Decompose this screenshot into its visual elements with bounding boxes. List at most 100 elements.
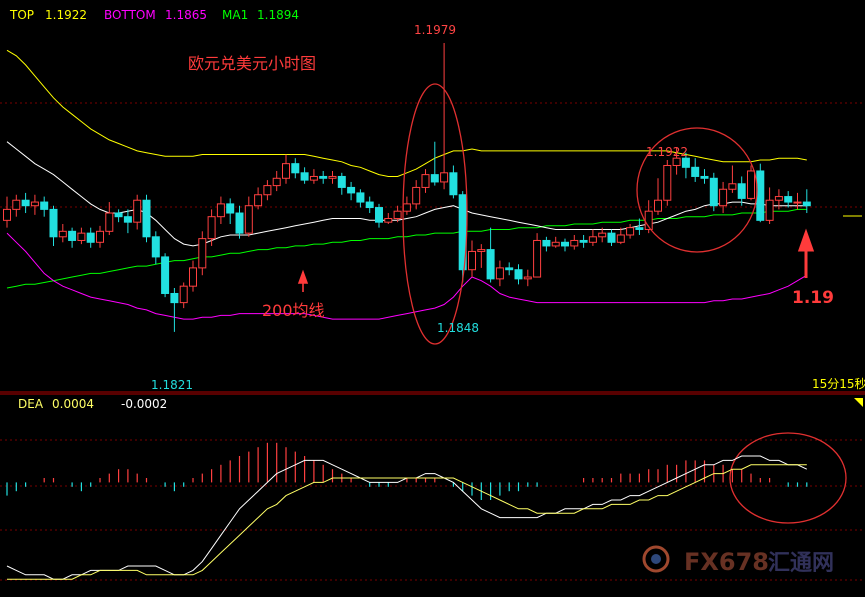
- candle: [440, 42, 449, 190]
- candle-body: [337, 175, 346, 188]
- candle-body: [756, 170, 765, 221]
- candle-body: [375, 207, 383, 223]
- candle: [421, 169, 430, 193]
- ma200-annotation: 200均线: [262, 269, 325, 320]
- candle-body: [579, 239, 588, 243]
- candle-body: [3, 208, 11, 221]
- candle: [430, 141, 439, 186]
- candle-body: [449, 172, 458, 196]
- candle-body: [68, 230, 77, 241]
- candle-body: [477, 249, 486, 252]
- candle: [170, 288, 179, 332]
- candle-body: [58, 230, 67, 238]
- candle-body: [77, 232, 86, 241]
- candle-body: [412, 186, 421, 205]
- price-labels: 1.1979 1.1922 1.1848 1.1821: [151, 23, 688, 392]
- candle: [105, 202, 114, 235]
- candle-body: [216, 203, 225, 218]
- candle: [709, 172, 718, 212]
- candle-body: [244, 205, 253, 234]
- price-label-low: 1.1821: [151, 378, 193, 392]
- candle: [412, 180, 421, 210]
- candle: [123, 209, 132, 234]
- candle-body: [709, 177, 718, 207]
- candle: [495, 260, 504, 287]
- macd-lines: [6, 455, 808, 580]
- candle: [691, 158, 700, 182]
- candle-body: [123, 216, 132, 223]
- candle: [235, 205, 244, 239]
- candle-body: [626, 227, 635, 236]
- candle-body: [598, 232, 607, 238]
- candle: [96, 225, 104, 248]
- candle: [254, 187, 263, 210]
- candle-body: [282, 163, 290, 179]
- candle: [384, 213, 393, 224]
- candle-body: [319, 175, 328, 179]
- candle-body: [170, 292, 179, 304]
- candle: [719, 181, 728, 214]
- macd-line-dea: [7, 464, 807, 580]
- candle-body: [179, 285, 188, 304]
- recent-high-ellipse: [636, 127, 758, 253]
- candle: [449, 165, 458, 199]
- candle-body: [21, 199, 30, 207]
- top-value: 1.1922: [45, 8, 87, 22]
- candle-body: [495, 267, 504, 280]
- candle-body: [393, 210, 402, 220]
- candle: [663, 160, 672, 206]
- candle: [561, 238, 569, 252]
- candle: [300, 167, 309, 184]
- candle: [198, 231, 207, 276]
- candle-body: [365, 201, 374, 209]
- candle-body: [30, 201, 39, 207]
- candle: [58, 224, 67, 243]
- candle: [765, 187, 774, 224]
- candle: [514, 264, 523, 285]
- scroll-corner-icon[interactable]: [854, 398, 863, 407]
- candle: [523, 269, 532, 287]
- candle: [3, 196, 11, 228]
- candle-body: [263, 185, 272, 196]
- candle: [477, 244, 486, 268]
- candle-body: [235, 212, 244, 234]
- candle-body: [254, 194, 263, 207]
- candle: [347, 181, 356, 201]
- candle-body: [86, 232, 95, 243]
- candle: [579, 234, 588, 248]
- candle-body: [430, 174, 439, 183]
- level-annotation: 1.19: [792, 228, 834, 308]
- candle-body: [514, 269, 523, 280]
- candle-body: [784, 196, 793, 203]
- candle: [551, 236, 560, 248]
- candle-body: [114, 212, 123, 218]
- price-label-recent-high: 1.1922: [646, 145, 688, 159]
- logo-icon: [642, 545, 670, 573]
- candle-body: [747, 170, 755, 199]
- candle-body: [700, 175, 709, 179]
- macd-panel-frame: [0, 439, 865, 581]
- candle-body: [189, 267, 197, 287]
- watermark: FX678 汇通网: [642, 545, 834, 576]
- candle-body: [765, 199, 774, 221]
- candle: [737, 176, 746, 206]
- candle-body: [328, 175, 337, 179]
- candle: [635, 218, 644, 235]
- candle: [458, 191, 467, 283]
- candle: [207, 209, 216, 246]
- candle-body: [691, 166, 700, 177]
- candle-body: [440, 172, 449, 183]
- candle: [598, 227, 607, 243]
- candle: [365, 196, 374, 214]
- candle: [588, 229, 597, 246]
- macd-indicator-bar: DEA 0.0004 -0.0002: [18, 397, 167, 411]
- candle: [570, 234, 579, 250]
- price-label-spike-low: 1.1848: [437, 321, 479, 335]
- candle: [40, 196, 49, 217]
- candle-body: [402, 203, 411, 212]
- dea-value: 0.0004: [52, 397, 94, 411]
- candle: [774, 189, 783, 210]
- watermark-sub: 汇通网: [768, 551, 834, 576]
- candle-body: [207, 216, 216, 240]
- candle: [728, 165, 737, 193]
